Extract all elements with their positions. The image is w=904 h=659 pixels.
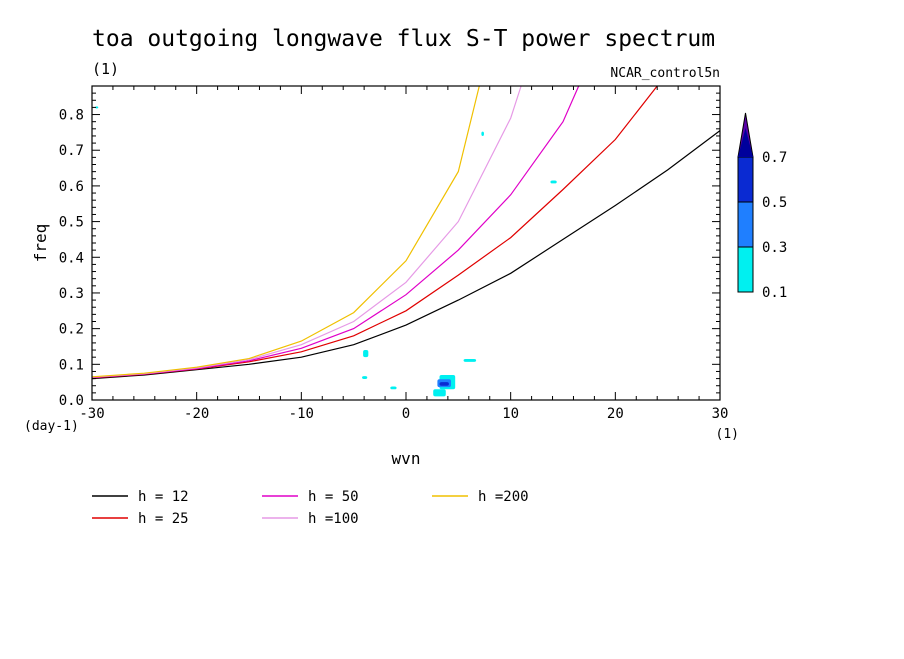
x-tick-label: 20: [607, 406, 624, 422]
x-tick-label: 30: [712, 406, 729, 422]
x-units-label: (1): [716, 427, 739, 442]
legend-label: h =100: [308, 511, 359, 527]
contour-patch: [463, 358, 477, 362]
x-tick-label: -20: [184, 406, 209, 422]
y-tick-label: 0.5: [59, 215, 84, 231]
y-axis-label: freq: [31, 224, 50, 263]
colorbar-label: 0.7: [762, 150, 787, 166]
colorbar: 0.1 0.3 0.5 0.7: [737, 112, 787, 301]
contour-patch: [363, 350, 369, 358]
y-tick-label: 0.1: [59, 357, 84, 373]
legend: h = 12 h = 25 h = 50 h =100 h =200: [92, 489, 529, 527]
y-tick-label: 0.6: [59, 179, 84, 195]
contour-patch: [550, 180, 557, 184]
contour-patch: [433, 389, 446, 397]
contour-patch: [95, 106, 99, 109]
y-tick-label: 0.3: [59, 286, 84, 302]
colorbar-label: 0.5: [762, 195, 787, 211]
y-tick-label: 0.8: [59, 108, 84, 124]
legend-label: h = 25: [138, 511, 189, 527]
colorbar-extension-inner: [738, 128, 753, 157]
y-units-label: (day-1): [24, 419, 79, 434]
legend-label: h =200: [478, 489, 529, 505]
series-line-4: [91, 85, 522, 378]
colorbar-band: [737, 201, 754, 248]
series-line-5: [91, 85, 480, 378]
x-tick-label: -30: [79, 406, 104, 422]
series-line-3: [91, 85, 580, 379]
chart-title: toa outgoing longwave flux S-T power spe…: [92, 26, 715, 52]
y-tick-label: 0.7: [59, 143, 84, 159]
plot-frame: [91, 85, 721, 401]
run-label: NCAR_control5n: [610, 66, 720, 81]
contour-patch: [390, 386, 397, 390]
colorbar-band: [737, 246, 754, 293]
contour-patch: [481, 131, 484, 136]
x-tick-label: 0: [402, 406, 410, 422]
series-line-2: [91, 85, 658, 379]
x-tick-label: -10: [289, 406, 314, 422]
series-line-1: [91, 130, 721, 380]
y-tick-label: 0.2: [59, 322, 84, 338]
colorbar-label: 0.3: [762, 240, 787, 256]
x-tick-label: 10: [502, 406, 519, 422]
colorbar-label: 0.1: [762, 285, 787, 301]
x-axis-label: wvn: [392, 449, 421, 468]
y-tick-label: 0.0: [59, 393, 84, 409]
y-tick-label: 0.4: [59, 250, 84, 266]
contour-patch: [362, 376, 368, 379]
colorbar-band: [737, 156, 754, 203]
chart-subtitle: (1): [92, 60, 119, 78]
contour-layer: [95, 106, 557, 397]
contour-patch: [439, 382, 449, 386]
legend-label: h = 50: [308, 489, 359, 505]
y-axis: 0.0 0.1 0.2 0.3 0.4 0.5 0.6 0.7 0.8: [59, 85, 720, 409]
dispersion-curves: [91, 85, 721, 380]
x-axis: -30 -20 -10 0 10 20 30: [79, 86, 728, 422]
legend-label: h = 12: [138, 489, 189, 505]
